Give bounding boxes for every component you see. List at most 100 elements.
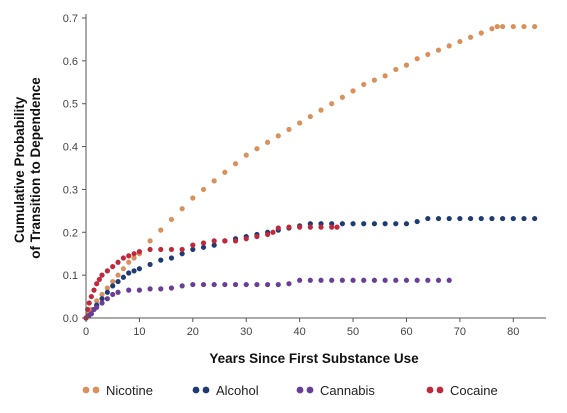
data-point-alcohol bbox=[147, 261, 153, 268]
data-point-cocaine bbox=[275, 225, 281, 231]
data-point-cannabis bbox=[88, 311, 94, 317]
data-point-nicotine bbox=[478, 30, 484, 36]
data-point-nicotine bbox=[339, 94, 345, 100]
data-point-alcohol bbox=[190, 246, 196, 253]
data-point-alcohol bbox=[158, 257, 164, 263]
y-axis-title: Cumulative Probability of Transition to … bbox=[12, 77, 43, 259]
data-point-nicotine bbox=[393, 66, 399, 73]
legend: Nicotine Alcohol Cannabis Cocaine bbox=[82, 383, 498, 398]
data-point-alcohol bbox=[361, 221, 367, 227]
legend-label-cannabis: Cannabis bbox=[320, 383, 375, 398]
data-point-alcohol bbox=[393, 221, 399, 227]
data-point-cocaine bbox=[254, 233, 260, 240]
data-point-cannabis bbox=[435, 277, 442, 283]
legend-marker-cocaine bbox=[426, 386, 434, 394]
data-point-nicotine bbox=[329, 101, 335, 107]
data-point-cocaine bbox=[243, 236, 249, 242]
data-point-nicotine bbox=[115, 272, 121, 278]
y-axis: 0.0 0.1 0.2 0.3 0.4 0.5 0.6 0.7 bbox=[63, 13, 87, 325]
data-point-cannabis bbox=[393, 277, 399, 283]
data-point-alcohol bbox=[350, 221, 356, 227]
legend-marker-nicotine bbox=[82, 386, 90, 394]
legend-marker-cocaine bbox=[436, 386, 444, 394]
x-axis-title: Years Since First Substance Use bbox=[209, 351, 419, 366]
data-point-cannabis bbox=[110, 291, 116, 298]
data-point-nicotine bbox=[110, 278, 116, 285]
x-tick-label: 50 bbox=[347, 326, 359, 338]
data-point-cannabis bbox=[179, 283, 185, 289]
data-point-cannabis bbox=[382, 277, 388, 283]
data-point-alcohol bbox=[211, 242, 217, 248]
data-point-nicotine bbox=[158, 227, 164, 233]
data-point-nicotine bbox=[297, 120, 303, 126]
data-point-nicotine bbox=[131, 255, 137, 261]
data-point-alcohol bbox=[489, 215, 495, 222]
x-tick-label: 20 bbox=[187, 326, 199, 338]
y-tick-label: 0.2 bbox=[63, 227, 78, 239]
x-tick-label: 80 bbox=[507, 326, 519, 338]
x-tick-label: 30 bbox=[240, 326, 252, 338]
data-point-cannabis bbox=[329, 277, 335, 283]
data-point-cannabis bbox=[232, 281, 239, 288]
data-point-cannabis bbox=[222, 281, 228, 288]
y-axis-title-line-2: of Transition to Dependence bbox=[28, 77, 43, 259]
data-point-cannabis bbox=[147, 286, 153, 292]
data-point-nicotine bbox=[457, 38, 463, 45]
legend-item-cannabis: Cannabis bbox=[296, 383, 375, 398]
x-tick-label: 60 bbox=[400, 326, 412, 338]
data-point-alcohol bbox=[478, 215, 484, 222]
data-point-cocaine bbox=[211, 238, 217, 244]
data-point-cocaine bbox=[126, 253, 132, 259]
data-point-nicotine bbox=[275, 133, 281, 139]
data-point-nicotine bbox=[200, 186, 207, 193]
data-point-cannabis bbox=[403, 277, 410, 283]
data-point-cannabis bbox=[425, 277, 431, 283]
data-point-nicotine bbox=[307, 113, 313, 120]
data-point-alcohol bbox=[467, 215, 474, 222]
data-point-nicotine bbox=[489, 26, 495, 32]
legend-label-alcohol: Alcohol bbox=[216, 383, 259, 398]
data-point-cannabis bbox=[275, 281, 281, 288]
data-point-alcohol bbox=[425, 215, 431, 222]
series-cocaine bbox=[83, 224, 340, 321]
data-point-alcohol bbox=[446, 215, 452, 222]
data-point-cocaine bbox=[99, 272, 105, 278]
data-point-cocaine bbox=[110, 263, 116, 270]
data-point-cannabis bbox=[265, 281, 271, 288]
data-point-cocaine bbox=[190, 242, 196, 248]
data-point-nicotine bbox=[254, 146, 260, 152]
data-point-cannabis bbox=[339, 277, 345, 283]
y-tick-label: 0.6 bbox=[63, 56, 78, 68]
data-point-nicotine bbox=[99, 291, 105, 298]
data-point-alcohol bbox=[435, 215, 442, 222]
data-point-cannabis bbox=[371, 277, 378, 283]
data-point-nicotine bbox=[222, 169, 228, 175]
data-point-nicotine bbox=[532, 23, 538, 30]
x-axis: 0 10 20 30 40 50 60 70 80 bbox=[83, 317, 546, 338]
data-point-nicotine bbox=[94, 298, 100, 304]
y-tick-label: 0.1 bbox=[63, 270, 78, 282]
data-point-cannabis bbox=[361, 277, 367, 283]
data-point-cannabis bbox=[99, 300, 105, 306]
data-point-nicotine bbox=[211, 178, 217, 184]
data-point-nicotine bbox=[446, 43, 452, 49]
data-point-alcohol bbox=[532, 215, 538, 222]
data-point-cocaine bbox=[270, 229, 276, 235]
data-point-alcohol bbox=[110, 283, 116, 289]
data-point-cocaine bbox=[179, 246, 185, 253]
data-point-nicotine bbox=[414, 56, 420, 62]
data-point-nicotine bbox=[403, 62, 410, 68]
data-point-nicotine bbox=[265, 139, 271, 145]
data-point-nicotine bbox=[467, 34, 474, 40]
data-point-nicotine bbox=[190, 195, 196, 201]
data-point-alcohol bbox=[126, 270, 132, 276]
data-point-alcohol bbox=[510, 215, 516, 222]
data-point-alcohol bbox=[136, 266, 143, 272]
data-point-nicotine bbox=[126, 259, 132, 265]
data-point-nicotine bbox=[168, 216, 175, 223]
data-point-cocaine bbox=[88, 293, 94, 300]
data-point-cocaine bbox=[86, 300, 92, 306]
legend-label-nicotine: Nicotine bbox=[106, 383, 153, 398]
data-point-alcohol bbox=[99, 296, 105, 302]
x-tick-label: 10 bbox=[133, 326, 145, 338]
